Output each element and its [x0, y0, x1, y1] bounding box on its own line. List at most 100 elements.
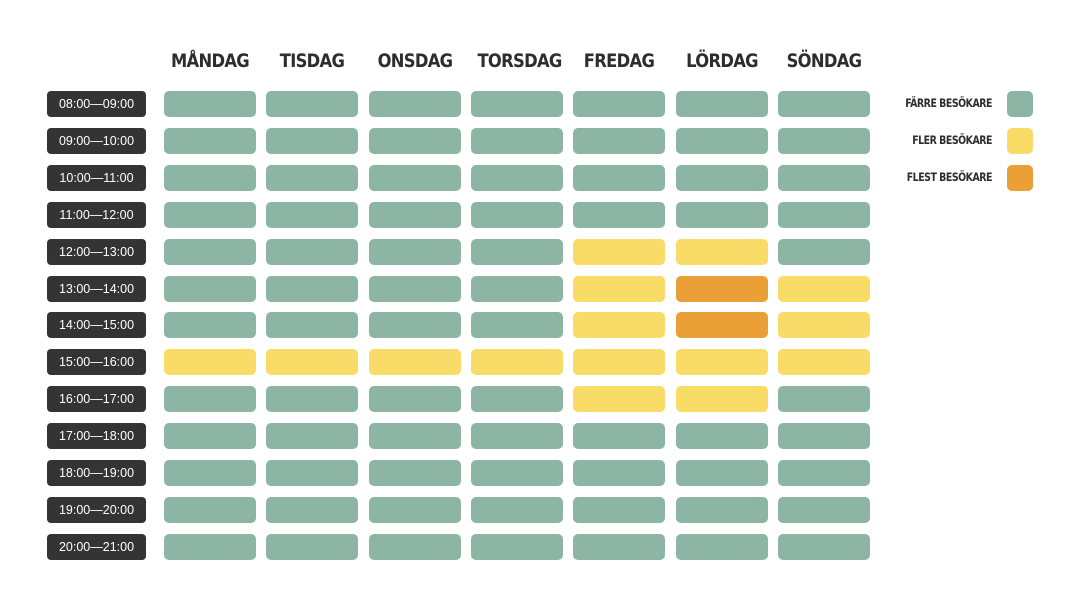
heatmap-cell: [266, 460, 359, 486]
heatmap-cell: [573, 423, 666, 450]
heatmap-cell: [266, 201, 359, 228]
heatmap-cell: [470, 91, 563, 117]
heatmap-cell: [164, 201, 256, 228]
heatmap-cell: [368, 423, 461, 450]
heatmap-cell: [573, 201, 666, 228]
heatmap-cell: [675, 201, 768, 228]
heatmap-cell: [470, 533, 563, 560]
heatmap-cell: [164, 238, 256, 265]
heatmap-cell: [573, 349, 666, 376]
heatmap-cell: [573, 164, 666, 191]
legend-swatch: [1007, 91, 1033, 117]
heatmap-cell: [777, 275, 870, 302]
heatmap-cell: [573, 238, 666, 265]
day-header: LÖRDAG: [685, 50, 758, 72]
time-label: 17:00—18:00: [47, 423, 146, 450]
heatmap-cell: [266, 127, 359, 154]
heatmap-cell: [675, 238, 768, 265]
heatmap-cell: [164, 275, 256, 302]
heatmap-cell: [675, 533, 768, 560]
legend-label: FÄRRE BESÖKARE: [905, 96, 992, 110]
heatmap-cell: [573, 275, 666, 302]
heatmap-cell: [777, 164, 870, 191]
heatmap-cell: [266, 533, 359, 560]
time-label: 18:00—19:00: [47, 460, 146, 486]
heatmap-cell: [368, 386, 461, 413]
day-header: FREDAG: [583, 50, 655, 72]
heatmap-cell: [164, 127, 256, 154]
heatmap-cell: [777, 91, 870, 117]
day-header: MÅNDAG: [170, 50, 250, 72]
heatmap-cell: [470, 275, 563, 302]
heatmap-cell: [470, 201, 563, 228]
time-label: 12:00—13:00: [47, 238, 146, 265]
heatmap-cell: [777, 312, 870, 339]
heatmap-cell: [573, 386, 666, 413]
heatmap-cell: [675, 164, 768, 191]
heatmap-cell: [368, 460, 461, 486]
heatmap-cell: [675, 275, 768, 302]
heatmap-cell: [573, 496, 666, 523]
heatmap-cell: [573, 127, 666, 154]
heatmap-cell: [368, 533, 461, 560]
legend-label: FLER BESÖKARE: [912, 132, 992, 147]
heatmap-cell: [368, 164, 461, 191]
time-label: 13:00—14:00: [47, 275, 146, 302]
heatmap-cell: [470, 386, 563, 413]
time-label: 19:00—20:00: [47, 496, 146, 523]
heatmap-cell: [470, 496, 563, 523]
heatmap-cell: [573, 91, 666, 117]
time-label: 14:00—15:00: [47, 312, 146, 339]
heatmap-cell: [675, 460, 768, 486]
heatmap-cell: [573, 312, 666, 339]
heatmap-cell: [164, 91, 256, 117]
heatmap-cell: [675, 127, 768, 154]
heatmap-cell: [266, 91, 359, 117]
heatmap-cell: [164, 349, 256, 376]
heatmap-cell: [777, 386, 870, 413]
time-label: 11:00—12:00: [47, 201, 146, 228]
heatmap-cell: [470, 164, 563, 191]
heatmap-cell: [266, 312, 359, 339]
heatmap-cell: [368, 312, 461, 339]
heatmap-cell: [470, 312, 563, 339]
heatmap-cell: [266, 238, 359, 265]
heatmap-cell: [573, 533, 666, 560]
heatmap-cell: [164, 533, 256, 560]
heatmap-cell: [368, 127, 461, 154]
heatmap-cell: [368, 349, 461, 376]
heatmap-cell: [675, 91, 768, 117]
heatmap-cell: [164, 496, 256, 523]
time-label: 08:00—09:00: [47, 91, 146, 117]
heatmap-cell: [164, 460, 256, 486]
heatmap-cell: [266, 386, 359, 413]
heatmap-cell: [573, 460, 666, 486]
heatmap-cell: [164, 312, 256, 339]
heatmap-cell: [777, 238, 870, 265]
time-label: 10:00—11:00: [47, 164, 146, 191]
heatmap-cell: [470, 127, 563, 154]
heatmap-cell: [470, 238, 563, 265]
day-header: SÖNDAG: [786, 50, 862, 72]
heatmap-cell: [368, 91, 461, 117]
heatmap-cell: [266, 164, 359, 191]
heatmap-cell: [675, 312, 768, 339]
time-label: 15:00—16:00: [47, 349, 146, 376]
day-header: ONSDAG: [377, 50, 453, 72]
time-label: 09:00—10:00: [47, 127, 146, 154]
heatmap-cell: [675, 496, 768, 523]
heatmap-cell: [470, 349, 563, 376]
heatmap-cell: [777, 496, 870, 523]
heatmap-cell: [164, 423, 256, 450]
day-header: TISDAG: [280, 50, 345, 72]
heatmap-cell: [164, 164, 256, 191]
heatmap-cell: [777, 423, 870, 450]
heatmap-cell: [368, 238, 461, 265]
heatmap-cell: [777, 460, 870, 486]
heatmap-cell: [777, 201, 870, 228]
heatmap-cell: [266, 349, 359, 376]
day-header: TORSDAG: [477, 50, 562, 72]
heatmap-cell: [777, 349, 870, 376]
heatmap-cell: [266, 496, 359, 523]
